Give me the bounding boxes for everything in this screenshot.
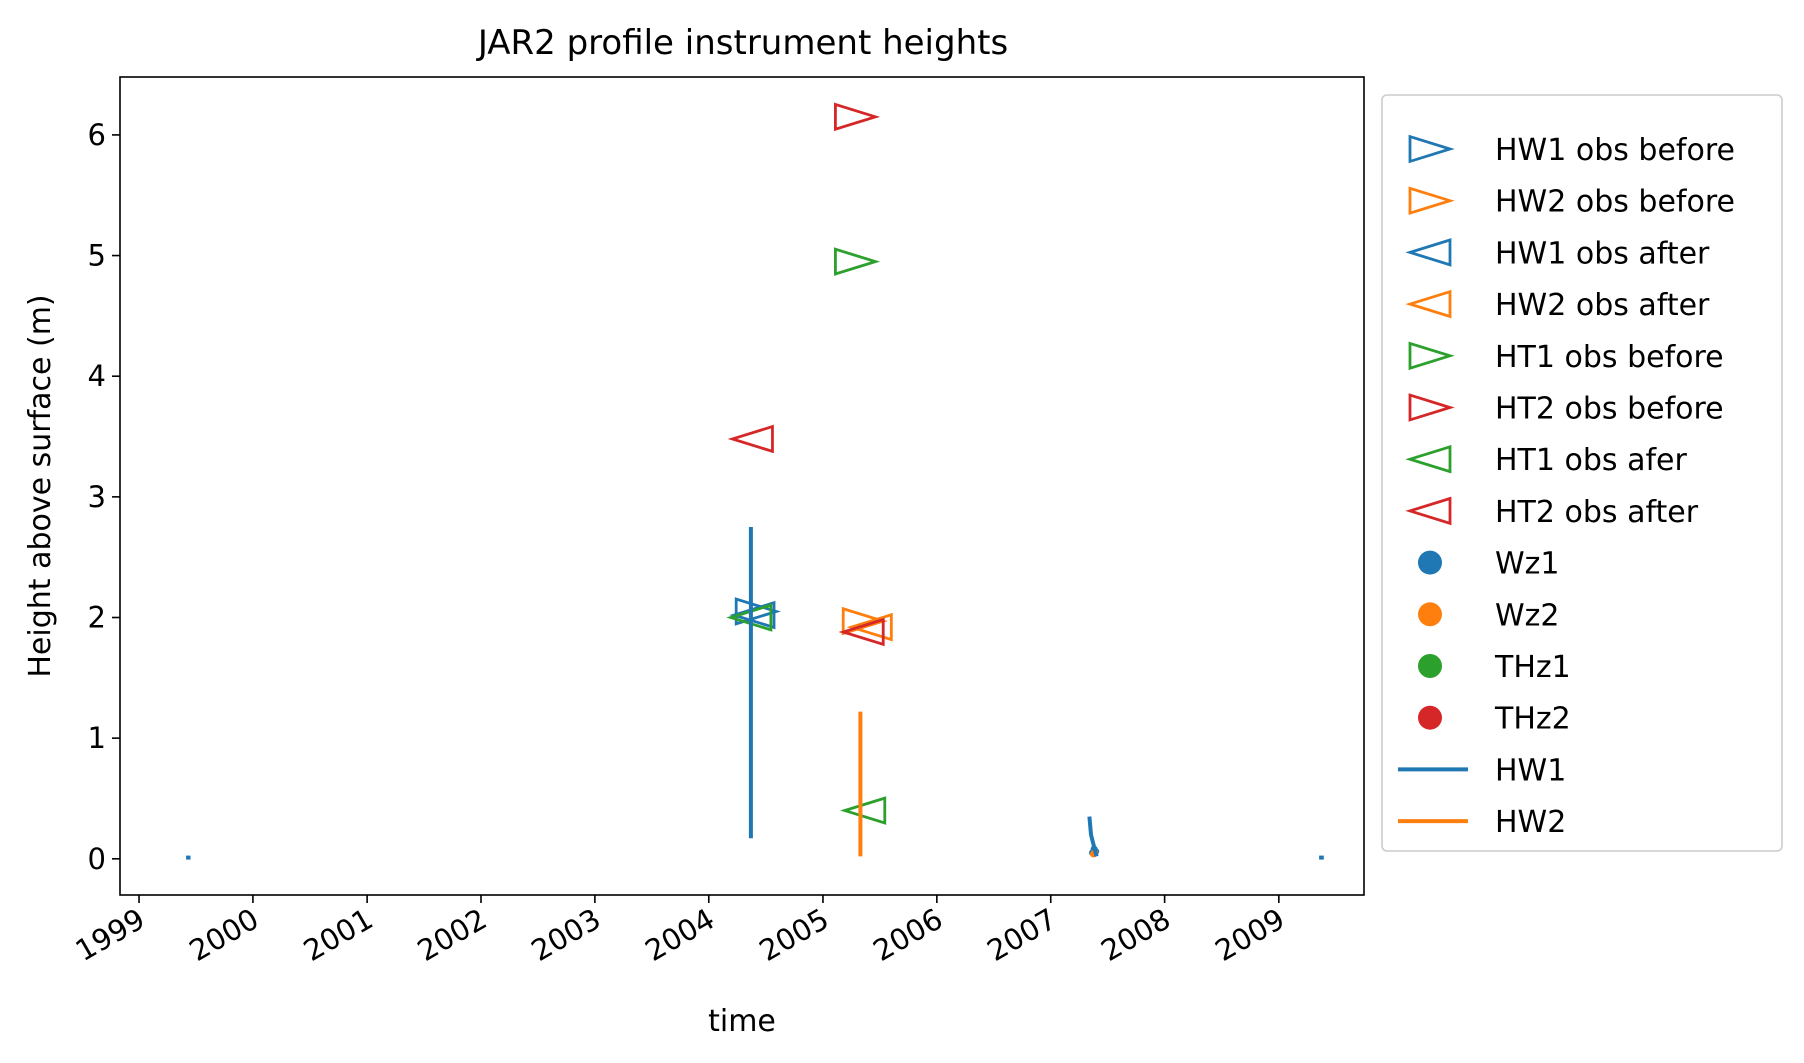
hw1-obs-before-legend-label: HW1 obs before bbox=[1495, 133, 1735, 168]
ht2-obs-after-marker bbox=[838, 617, 885, 647]
ht2-obs-after-marker bbox=[727, 424, 774, 454]
thz2-legend-label: THz2 bbox=[1494, 702, 1571, 737]
ht2-obs-before-marker bbox=[834, 102, 881, 132]
y-tick-label: 3 bbox=[88, 480, 106, 514]
ht1-obs-before-marker bbox=[834, 247, 881, 276]
hw1-obs-before-marker bbox=[734, 597, 781, 626]
wz1-legend-label: Wz1 bbox=[1495, 547, 1560, 582]
y-tick-label: 0 bbox=[88, 842, 106, 876]
hw2-legend-label: HW2 bbox=[1495, 805, 1566, 840]
hw1-obs-before-legend-swatch bbox=[1408, 134, 1455, 164]
hw2-obs-before-legend-label: HW2 obs before bbox=[1495, 185, 1735, 220]
plot-frame bbox=[119, 76, 1365, 896]
hw2-obs-after-legend-swatch bbox=[1405, 289, 1452, 319]
hw2-obs-before-marker bbox=[841, 606, 888, 636]
y-axis-label: Height above surface (m) bbox=[23, 294, 58, 677]
hw1-obs-after-legend-label: HW1 obs after bbox=[1495, 236, 1710, 271]
hw2-obs-before-legend-swatch bbox=[1408, 186, 1455, 215]
y-tick-label: 5 bbox=[88, 239, 106, 273]
wz1-legend-swatch bbox=[1418, 550, 1442, 575]
hw2-obs-after-marker bbox=[846, 612, 893, 642]
y-tick-label: 2 bbox=[88, 601, 106, 635]
hw2-obs-after-legend-label: HW2 obs after bbox=[1495, 288, 1710, 323]
hw1-obs-after-legend-swatch bbox=[1405, 238, 1452, 267]
legend: HW1 obs before HW2 obs before HW1 obs afte… bbox=[1381, 94, 1783, 852]
ht2-obs-after-legend-swatch bbox=[1405, 496, 1452, 526]
hw1-legend-label: HW1 bbox=[1495, 753, 1566, 788]
x-axis-label: time bbox=[708, 1004, 776, 1039]
y-tick-label: 6 bbox=[88, 118, 106, 152]
thz1-legend-swatch bbox=[1418, 654, 1442, 678]
ht1-obs-afer-marker bbox=[840, 796, 887, 825]
hw1-line-segment bbox=[1087, 816, 1099, 857]
wz2-legend-label: Wz2 bbox=[1495, 598, 1560, 633]
ht1-obs-before-legend-label: HT1 obs before bbox=[1495, 340, 1724, 375]
ht2-obs-after-legend-label: HT2 obs after bbox=[1495, 495, 1699, 530]
ht1-obs-before-legend-swatch bbox=[1408, 341, 1455, 371]
thz1-legend-label: THz1 bbox=[1494, 650, 1571, 685]
y-tick-label: 1 bbox=[88, 721, 106, 755]
legend-frame bbox=[1381, 94, 1783, 852]
ht2-obs-before-legend-label: HT2 obs before bbox=[1495, 392, 1724, 427]
thz2-legend-swatch bbox=[1418, 705, 1442, 730]
ht1-obs-afer-legend-swatch bbox=[1405, 444, 1452, 474]
ht2-obs-before-legend-swatch bbox=[1408, 393, 1455, 422]
y-axis: 0 1 2 3 4 5 6 bbox=[88, 118, 120, 876]
y-tick-label: 4 bbox=[88, 359, 106, 393]
plot-area bbox=[186, 102, 1324, 860]
ht1-obs-afer-legend-label: HT1 obs afer bbox=[1495, 443, 1687, 478]
chart-title: JAR2 profile instrument heights bbox=[476, 23, 1008, 63]
wz2-legend-swatch bbox=[1418, 602, 1442, 627]
